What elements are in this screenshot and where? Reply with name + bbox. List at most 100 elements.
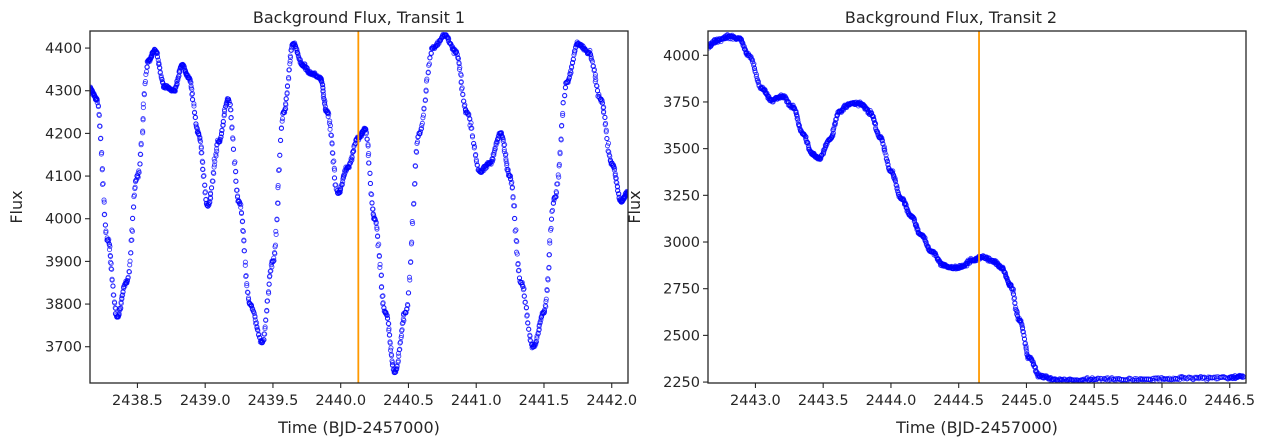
data-point bbox=[547, 238, 553, 244]
y-tick-label: 4000 bbox=[45, 212, 82, 228]
data-point bbox=[1030, 359, 1036, 365]
data-point bbox=[514, 251, 520, 257]
data-point bbox=[320, 88, 326, 94]
data-point bbox=[274, 200, 281, 206]
data-point bbox=[393, 369, 399, 375]
data-point bbox=[398, 335, 404, 341]
data-point bbox=[1024, 349, 1030, 355]
data-point bbox=[127, 258, 133, 264]
data-point bbox=[135, 170, 141, 177]
data-point bbox=[521, 293, 527, 299]
data-point bbox=[387, 339, 393, 345]
data-point bbox=[286, 75, 292, 81]
data-point bbox=[248, 303, 255, 309]
data-point bbox=[191, 101, 197, 107]
data-point bbox=[456, 61, 462, 67]
data-point bbox=[414, 140, 420, 146]
data-point bbox=[202, 190, 208, 196]
data-point bbox=[488, 161, 494, 167]
data-point bbox=[109, 266, 115, 272]
x-tick-label: 2443.5 bbox=[798, 393, 849, 409]
data-point bbox=[108, 266, 114, 272]
x-tick-label: 2446.5 bbox=[1204, 393, 1255, 409]
data-point bbox=[593, 77, 599, 83]
data-point bbox=[559, 122, 565, 129]
x-tick-label: 2445.5 bbox=[1069, 393, 1120, 409]
data-point bbox=[365, 143, 371, 149]
data-point bbox=[287, 54, 294, 61]
data-point bbox=[425, 69, 431, 75]
data-point bbox=[277, 152, 283, 158]
data-point bbox=[244, 289, 250, 295]
data-point bbox=[263, 317, 269, 324]
data-point bbox=[101, 197, 107, 203]
data-point bbox=[882, 150, 888, 156]
data-point bbox=[458, 72, 464, 78]
data-point bbox=[427, 55, 433, 61]
data-point bbox=[398, 332, 405, 339]
x-tick-label: 2442.0 bbox=[586, 393, 637, 409]
data-point bbox=[95, 103, 101, 109]
data-point bbox=[158, 73, 164, 79]
x-axis-label: Time (BJD-2457000) bbox=[895, 418, 1058, 437]
data-point bbox=[456, 66, 463, 72]
data-point bbox=[138, 142, 144, 148]
data-point bbox=[533, 341, 539, 348]
data-point bbox=[568, 70, 574, 76]
data-point bbox=[366, 160, 372, 166]
data-point bbox=[1000, 266, 1006, 272]
data-point bbox=[409, 219, 415, 225]
data-point bbox=[141, 92, 147, 98]
data-point bbox=[604, 135, 610, 142]
data-point bbox=[397, 346, 403, 352]
data-point bbox=[329, 132, 335, 139]
data-point bbox=[102, 222, 108, 228]
data-point bbox=[592, 72, 598, 78]
data-point bbox=[188, 85, 194, 91]
data-point bbox=[379, 293, 385, 299]
data-point bbox=[327, 126, 333, 132]
data-point bbox=[624, 191, 628, 197]
x-axis-label: Time (BJD-2457000) bbox=[277, 418, 440, 437]
data-point bbox=[555, 172, 561, 178]
data-point bbox=[242, 262, 248, 268]
plot-frame bbox=[707, 30, 1247, 384]
data-point bbox=[387, 332, 393, 338]
data-point bbox=[320, 82, 326, 88]
data-point bbox=[283, 96, 289, 102]
data-point bbox=[245, 290, 251, 296]
data-point bbox=[562, 92, 568, 98]
data-point bbox=[320, 85, 326, 91]
data-point bbox=[374, 224, 380, 230]
data-point bbox=[538, 317, 544, 323]
data-point bbox=[97, 123, 103, 129]
data-point bbox=[394, 366, 400, 372]
data-point bbox=[385, 316, 391, 322]
data-point bbox=[129, 237, 135, 243]
data-point bbox=[1023, 346, 1029, 352]
data-point bbox=[894, 185, 900, 191]
data-point bbox=[880, 141, 886, 147]
data-point bbox=[459, 86, 465, 92]
data-point bbox=[405, 290, 411, 296]
data-point bbox=[394, 363, 400, 369]
data-point bbox=[881, 147, 887, 153]
data-point bbox=[330, 159, 336, 165]
data-point bbox=[390, 360, 396, 366]
data-point bbox=[881, 144, 887, 150]
data-point bbox=[331, 158, 337, 164]
data-point bbox=[276, 167, 282, 173]
data-point bbox=[397, 340, 403, 346]
data-point bbox=[140, 117, 146, 123]
data-point bbox=[331, 175, 337, 181]
data-point bbox=[464, 110, 470, 116]
data-point bbox=[100, 181, 106, 187]
data-point bbox=[220, 122, 226, 128]
data-point bbox=[420, 115, 426, 121]
y-tick-label: 3800 bbox=[45, 297, 82, 313]
data-point bbox=[220, 118, 226, 125]
data-point bbox=[140, 128, 146, 134]
data-point bbox=[541, 308, 548, 314]
data-point bbox=[512, 228, 518, 234]
